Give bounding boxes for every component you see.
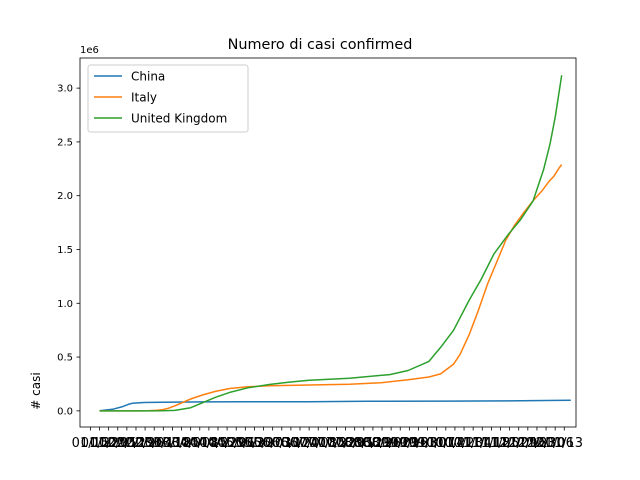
x-tick-label: 11/25 [482,436,519,451]
x-tick-label: 10/07 [418,436,455,451]
x-tick-label: 08/05 [336,436,373,451]
x-tick-label: 03/18 [154,436,191,451]
x-tick-label: 09/30 [409,436,446,451]
x-tick-label: 01/22 [81,436,118,451]
x-tick-label: 04/01 [172,436,209,451]
x-tick-label: 08/12 [345,436,382,451]
x-tick-label: 12/09 [500,436,537,451]
x-tick-label: 09/23 [400,436,437,451]
x-tick-label: 06/24 [281,436,318,451]
x-tick-label: 04/08 [181,436,218,451]
y-axis-title: # casi [29,372,43,409]
x-tick-label: 07/15 [309,436,346,451]
x-tick-label: 10/14 [427,436,464,451]
y-tick-label: 2.5 [57,137,73,148]
legend-label: China [131,70,165,84]
y-tick-label: 0.5 [57,353,73,364]
x-tick-label: 08/19 [354,436,391,451]
x-tick-label: 07/08 [300,436,337,451]
x-tick-label: 07/22 [318,436,355,451]
x-tick-label: 03/04 [135,436,172,451]
x-tick-label: 12/30 [527,436,564,451]
plot-frame [79,57,577,428]
x-tick-label: 02/12 [108,436,145,451]
x-tick-label: 04/22 [199,436,236,451]
x-tick-label: 08/26 [363,436,400,451]
x-tick-label: 03/11 [145,436,182,451]
x-tick-label: 02/05 [99,436,136,451]
x-tick-label: 01/29 [90,436,127,451]
x-tick-label: 04/15 [190,436,227,451]
legend-label: Italy [131,91,157,105]
x-tick-label: 10/28 [445,436,482,451]
x-tick-label: 02/26 [126,436,163,451]
y-tick-label: 0.0 [57,406,73,417]
x-tick-label: 12/02 [491,436,528,451]
x-tick-label: 07/01 [290,436,327,451]
legend: China Italy United Kingdom [87,64,249,133]
legend-box [87,64,249,133]
x-tick-label: 07/29 [327,436,364,451]
x-tick-label: 06/10 [263,436,300,451]
x-tick-label: 01/13 [546,436,583,451]
x-tick-label: 01/06 [536,436,573,451]
x-tick-label: 01/15 [72,436,109,451]
y-axis-offset-label: 1e6 [80,45,99,56]
x-tick-label: 02/19 [117,436,154,451]
x-tick-label: 05/20 [236,436,273,451]
legend-label: United Kingdom [131,112,227,126]
x-tick-label: 09/09 [382,436,419,451]
x-tick-label: 05/27 [245,436,282,451]
x-tick-label: 12/16 [509,436,546,451]
x-tick-label: 05/06 [217,436,254,451]
x-axis-ticks: 01/1501/2201/2902/0502/1202/1902/2603/04… [72,427,583,451]
chart-title: Numero di casi confirmed [228,37,413,53]
x-tick-label: 10/21 [436,436,473,451]
series-line-italy [99,164,563,412]
y-axis-ticks: 0.0 0.5 1.0 1.5 2.0 2.5 3.0 [57,84,80,417]
y-tick-label: 1.0 [57,299,73,310]
series-line-united-kingdom [99,75,563,412]
y-tick-label: 2.0 [57,191,73,202]
plot-area [79,57,577,428]
y-tick-label: 3.0 [57,84,73,95]
x-tick-label: 12/23 [518,436,555,451]
x-tick-label: 11/18 [473,436,510,451]
x-tick-label: 11/04 [454,436,491,451]
x-tick-label: 11/11 [464,436,501,451]
x-tick-label: 03/25 [163,436,200,451]
x-tick-label: 06/17 [272,436,309,451]
x-tick-label: 05/13 [227,436,264,451]
x-tick-label: 06/03 [254,436,291,451]
x-tick-label: 04/29 [208,436,245,451]
x-tick-label: 09/02 [372,436,409,451]
x-tick-label: 09/16 [391,436,428,451]
y-tick-label: 1.5 [57,245,73,256]
